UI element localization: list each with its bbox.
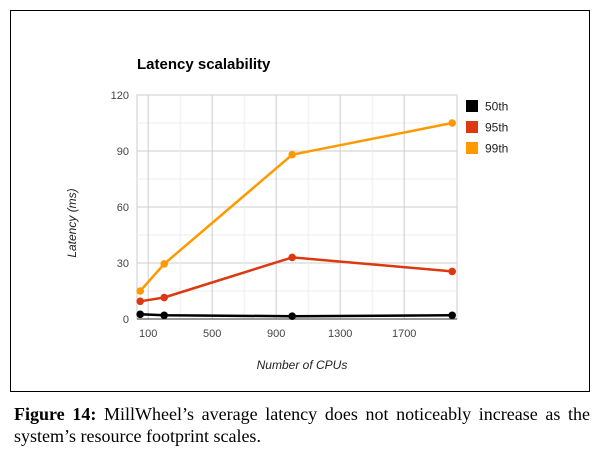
y-tick-label: 60 xyxy=(117,202,129,214)
legend-label-95th: 95th xyxy=(485,121,508,135)
x-tick-label: 500 xyxy=(203,328,221,340)
legend-label-50th: 50th xyxy=(485,100,508,114)
legend-swatch-99th xyxy=(466,142,478,154)
data-point-95th xyxy=(288,253,297,262)
data-point-99th xyxy=(288,150,297,159)
y-tick-label: 120 xyxy=(111,90,129,102)
y-tick-label: 0 xyxy=(123,314,129,326)
data-point-99th xyxy=(136,287,144,295)
x-tick-label: 100 xyxy=(139,328,157,340)
series-line-50th xyxy=(140,313,453,318)
latency-chart: 0 30 60 90 120 100 500 900 1300 1700 50th 95th 99th… xyxy=(65,56,508,372)
axes: 0 30 60 90 120 100 500 900 1300 1700 xyxy=(111,90,457,340)
data-point-95th xyxy=(136,297,144,306)
y-tick-label: 90 xyxy=(117,146,129,158)
legend: 50th 95th 99th xyxy=(466,100,508,156)
caption-text: MillWheel’s average latency does not not… xyxy=(14,404,591,446)
data-point-50th xyxy=(288,312,297,321)
x-axis-title: Number of CPUs xyxy=(257,358,348,372)
x-tick-label: 1300 xyxy=(328,328,352,340)
x-tick-label: 1700 xyxy=(392,328,416,340)
y-tick-label: 30 xyxy=(117,258,129,270)
figure-caption: Figure 14: MillWheel’s average latency d… xyxy=(14,403,590,447)
figure-frame: 0 30 60 90 120 100 500 900 1300 1700 50th 95th 99th… xyxy=(10,10,590,392)
data-point-99th xyxy=(448,119,457,127)
legend-swatch-50th xyxy=(466,100,478,112)
data-point-50th xyxy=(160,311,168,320)
data-point-50th xyxy=(136,310,144,319)
chart-title: Latency scalability xyxy=(137,56,271,73)
legend-swatch-95th xyxy=(466,121,478,133)
data-point-95th xyxy=(160,293,168,302)
y-axis-title: Latency (ms) xyxy=(65,188,79,257)
x-tick-label: 900 xyxy=(267,328,285,340)
series-line-95th xyxy=(140,256,453,303)
data-point-50th xyxy=(448,311,457,320)
data-point-99th xyxy=(160,260,168,268)
series xyxy=(136,119,457,321)
caption-label: Figure 14: xyxy=(14,404,97,424)
legend-label-99th: 99th xyxy=(485,142,508,156)
grid xyxy=(136,94,458,320)
data-point-95th xyxy=(448,267,457,276)
series-line-99th xyxy=(139,121,453,292)
